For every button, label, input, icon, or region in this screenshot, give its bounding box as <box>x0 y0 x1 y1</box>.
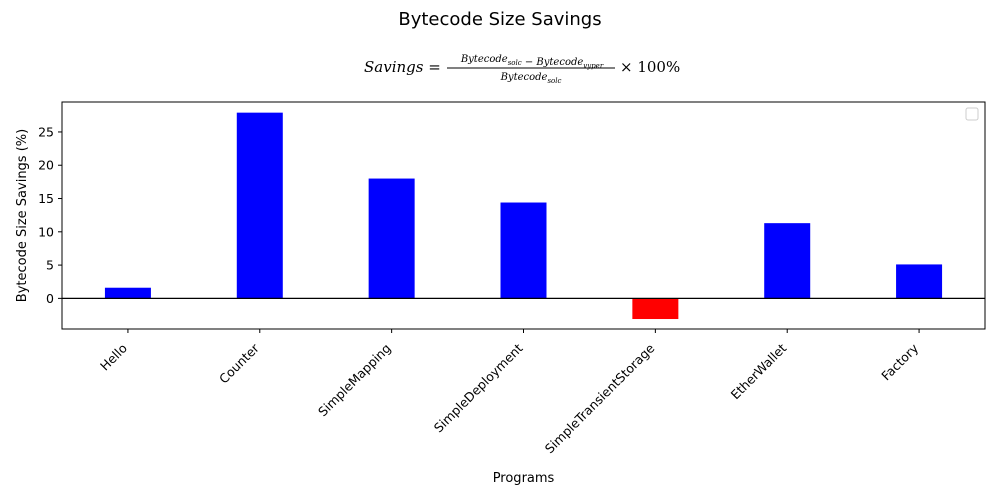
y-tick-label: 0 <box>46 291 54 306</box>
bar-Hello <box>104 287 151 299</box>
formula-denominator: Bytecodesolc <box>500 72 562 85</box>
bar-SimpleTransientStorage <box>632 298 679 320</box>
y-tick-label: 15 <box>38 191 54 206</box>
x-tick-label: SimpleDeployment <box>431 340 526 435</box>
legend-box <box>965 107 979 121</box>
x-tick-label: EtherWallet <box>728 340 790 402</box>
bar-SimpleMapping <box>368 178 415 299</box>
bar-Factory <box>896 264 943 299</box>
x-axis-label: Programs <box>493 471 555 486</box>
x-tick-label: Counter <box>216 340 263 387</box>
formula-rhs: × 100% <box>620 58 680 76</box>
chart-subtitle-formula: Savings = Bytecodesolc − Bytecodevyper Byt… <box>364 54 680 85</box>
formula-lhs: Savings = <box>364 58 441 76</box>
chart-title: Bytecode Size Savings <box>398 9 601 30</box>
plot-area: 0 5 10 15 20 25 Hello Counter SimpleMapping Simpl… <box>38 101 986 456</box>
y-tick-label: 20 <box>38 158 54 173</box>
x-tick-label: Factory <box>878 340 921 383</box>
y-tick-label: 25 <box>38 124 54 139</box>
bar-Counter <box>236 112 283 299</box>
x-tick-label: SimpleTransientStorage <box>542 340 658 456</box>
y-axis-label: Bytecode Size Savings (%) <box>15 129 30 302</box>
bar-SimpleDeployment <box>500 202 547 299</box>
bar-EtherWallet <box>764 223 811 299</box>
formula-numerator: Bytecodesolc − Bytecodevyper <box>460 54 604 70</box>
x-tick-label: Hello <box>97 341 130 374</box>
y-tick-label: 5 <box>46 258 54 273</box>
x-tick-label: SimpleMapping <box>315 341 394 420</box>
y-tick-label: 10 <box>38 224 54 239</box>
